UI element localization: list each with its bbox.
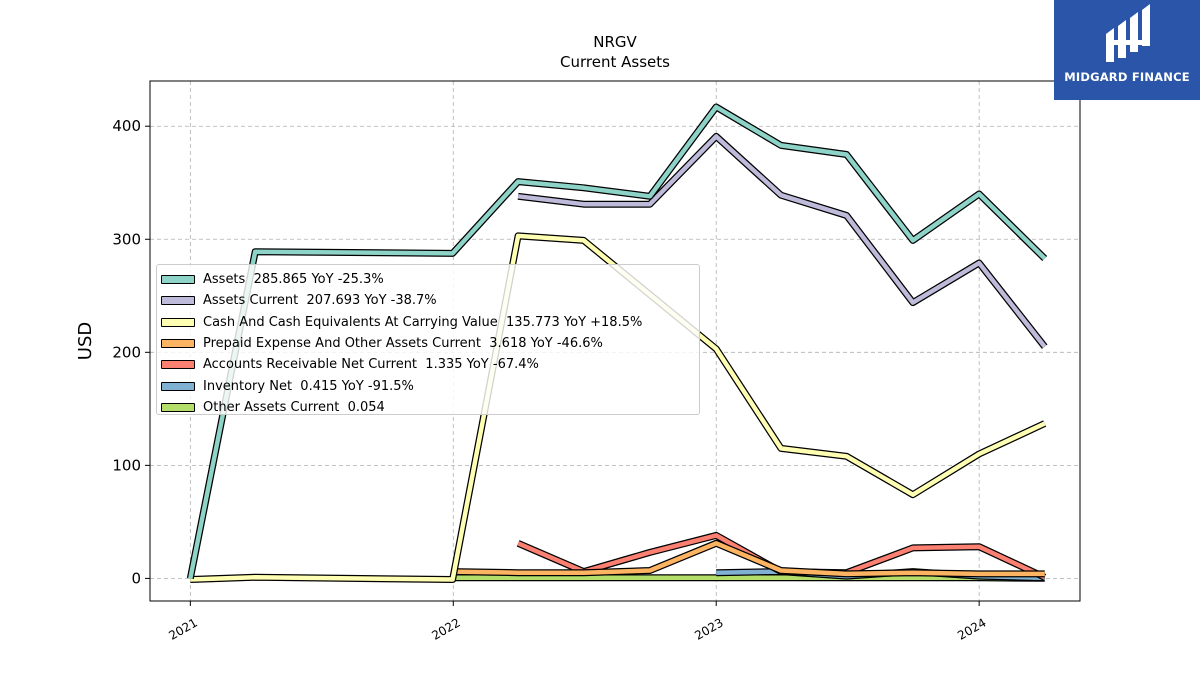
legend-label: Assets 285.865 YoY -25.3%	[203, 272, 384, 288]
y-tick-label: 200	[112, 343, 141, 361]
x-tick-label: 2024	[955, 615, 988, 642]
plot-frame	[149, 80, 1081, 602]
series-line	[452, 541, 1045, 577]
legend-item: Assets Current 207.693 YoY -38.7%	[157, 290, 699, 311]
legend-label: Cash And Cash Equivalents At Carrying Va…	[203, 314, 643, 330]
legend-item: Accounts Receivable Net Current 1.335 Yo…	[157, 354, 699, 375]
y-tick-label: 400	[112, 117, 141, 135]
chart-title: NRGV	[593, 33, 637, 51]
legend-label: Accounts Receivable Net Current 1.335 Yo…	[203, 357, 539, 373]
y-tick-label: 0	[131, 569, 141, 587]
series-line	[452, 575, 1045, 581]
legend-swatch	[161, 381, 195, 391]
legend-label: Other Assets Current 0.054	[203, 399, 385, 415]
legend-swatch	[161, 275, 195, 285]
legend-item: Assets 285.865 YoY -25.3%	[157, 269, 699, 290]
midgard-finance-logo: MIDGARD FINANCE	[1054, 0, 1200, 100]
legend-item: Cash And Cash Equivalents At Carrying Va…	[157, 312, 699, 333]
logo-text: MIDGARD FINANCE	[1064, 70, 1190, 84]
legend-item: Inventory Net 0.415 YoY -91.5%	[157, 375, 699, 396]
legend-swatch	[161, 317, 195, 327]
legend-label: Prepaid Expense And Other Assets Current…	[203, 336, 603, 352]
series-line	[517, 134, 1047, 349]
y-tick-label: 100	[112, 456, 141, 474]
series-line	[188, 104, 1047, 579]
legend-item: Other Assets Current 0.054	[157, 397, 699, 418]
legend-swatch	[161, 339, 195, 349]
series-line	[190, 233, 1046, 582]
chart-legend: Assets 285.865 YoY -25.3% Assets Current …	[156, 264, 700, 415]
legend-label: Inventory Net 0.415 YoY -91.5%	[203, 378, 414, 394]
midgard-logo-mark-icon	[1106, 4, 1150, 62]
legend-label: Assets Current 207.693 YoY -38.7%	[203, 293, 437, 309]
x-tick-label: 2021	[166, 615, 199, 642]
legend-swatch	[161, 360, 195, 370]
legend-swatch	[161, 296, 195, 306]
chart-subtitle: Current Assets	[560, 53, 670, 71]
y-axis-label: USD	[75, 322, 96, 360]
x-tick-label: 2022	[429, 615, 462, 642]
legend-item: Prepaid Expense And Other Assets Current…	[157, 333, 699, 354]
x-tick-label: 2023	[692, 615, 725, 642]
legend-swatch	[161, 402, 195, 412]
y-tick-label: 300	[112, 230, 141, 248]
